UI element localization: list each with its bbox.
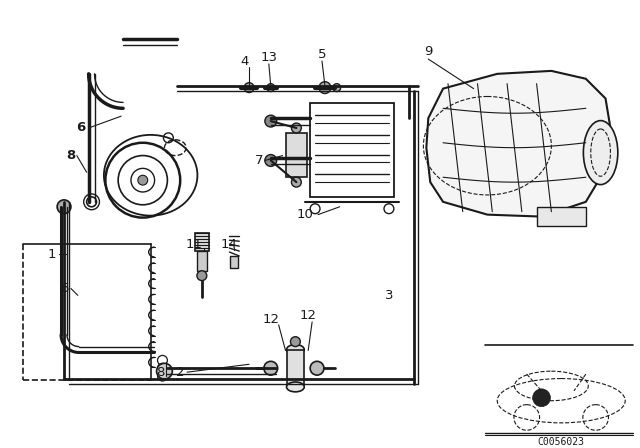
Circle shape: [264, 362, 278, 375]
Bar: [195, 233, 209, 251]
Circle shape: [267, 84, 275, 91]
Circle shape: [532, 389, 550, 407]
Text: 12: 12: [262, 314, 279, 327]
Text: 3: 3: [385, 289, 393, 302]
Text: 6: 6: [76, 121, 85, 134]
Circle shape: [265, 115, 276, 127]
Text: 7: 7: [255, 154, 263, 167]
Text: 8: 8: [156, 366, 164, 379]
Text: 4: 4: [240, 55, 248, 68]
Circle shape: [57, 200, 71, 214]
Text: C0056023: C0056023: [538, 437, 585, 447]
Text: 12: 12: [300, 309, 317, 322]
Bar: [536, 207, 586, 226]
Circle shape: [319, 82, 331, 94]
Circle shape: [291, 177, 301, 187]
Circle shape: [333, 84, 340, 91]
Text: 2: 2: [176, 366, 184, 379]
Bar: [197, 251, 207, 271]
Text: 6: 6: [60, 282, 68, 295]
Ellipse shape: [287, 382, 304, 392]
Circle shape: [291, 337, 300, 347]
Bar: [285, 133, 307, 177]
Circle shape: [265, 155, 276, 166]
Ellipse shape: [584, 121, 618, 185]
Circle shape: [157, 363, 172, 379]
Circle shape: [138, 175, 148, 185]
Text: 5: 5: [317, 47, 326, 60]
Text: 9: 9: [424, 45, 433, 58]
Text: 1: 1: [48, 247, 56, 261]
Text: 11: 11: [186, 238, 202, 251]
Circle shape: [310, 362, 324, 375]
Bar: [287, 349, 304, 387]
Text: 13: 13: [260, 51, 277, 64]
Text: 14: 14: [221, 238, 238, 251]
Ellipse shape: [287, 345, 304, 354]
Text: 10: 10: [297, 208, 314, 221]
Circle shape: [244, 83, 254, 93]
Bar: [230, 256, 238, 268]
Polygon shape: [426, 71, 611, 216]
Text: 8: 8: [67, 149, 76, 162]
Circle shape: [291, 123, 301, 133]
Bar: [310, 103, 394, 197]
Circle shape: [197, 271, 207, 280]
